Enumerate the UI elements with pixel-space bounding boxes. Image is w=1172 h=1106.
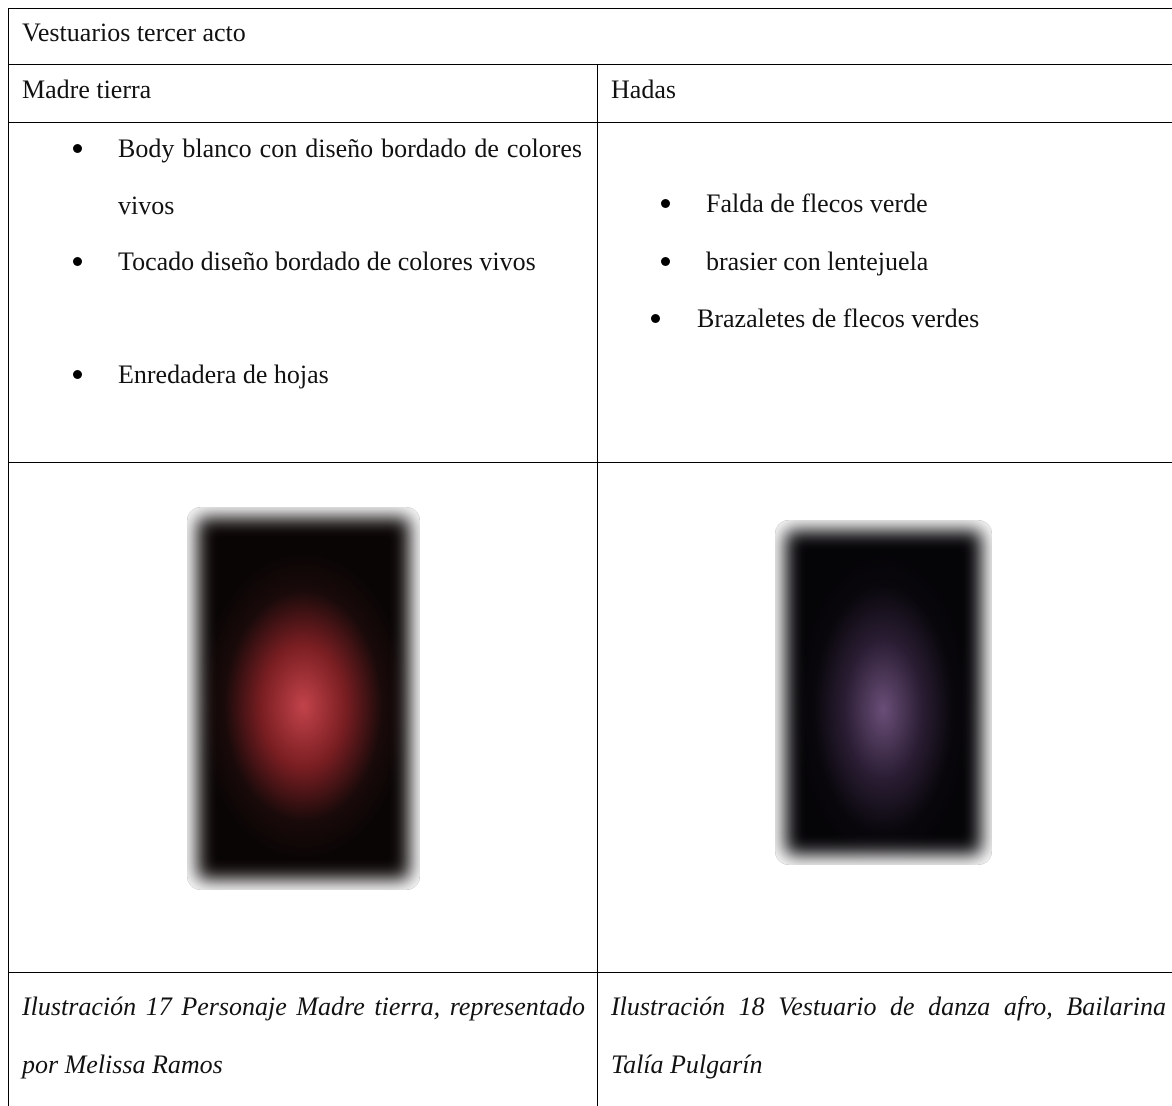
table-title: Vestuarios tercer acto: [22, 18, 246, 47]
bullet: [73, 370, 82, 379]
bullet: [661, 199, 670, 208]
bullet: [651, 314, 660, 323]
bullet: [73, 257, 82, 266]
border: [8, 462, 1172, 463]
border: [8, 8, 1172, 9]
list-item: Falda de flecos verde: [706, 189, 928, 218]
list-item: Enredadera de hojas: [118, 360, 329, 389]
list-item: Body blanco con diseño bordado de colore…: [118, 134, 582, 220]
caption: Ilustración 17 Personaje Madre tierra, r…: [22, 992, 585, 1079]
list-item: Tocado diseño bordado de colores vivos: [118, 247, 536, 276]
bullet: [661, 257, 670, 266]
border: [597, 64, 598, 1106]
border: [8, 972, 1172, 973]
border: [8, 8, 9, 1106]
column-header: Hadas: [611, 75, 676, 104]
caption: Ilustración 18 Vestuario de danza afro, …: [611, 992, 1166, 1079]
list-item: brasier con lentejuela: [706, 247, 929, 276]
list-item: Brazaletes de flecos verdes: [697, 304, 980, 333]
photo: [775, 520, 992, 865]
bullet: [73, 144, 82, 153]
border: [8, 64, 1172, 65]
photo: [187, 507, 420, 890]
column-header: Madre tierra: [22, 75, 152, 104]
border: [8, 122, 1172, 123]
